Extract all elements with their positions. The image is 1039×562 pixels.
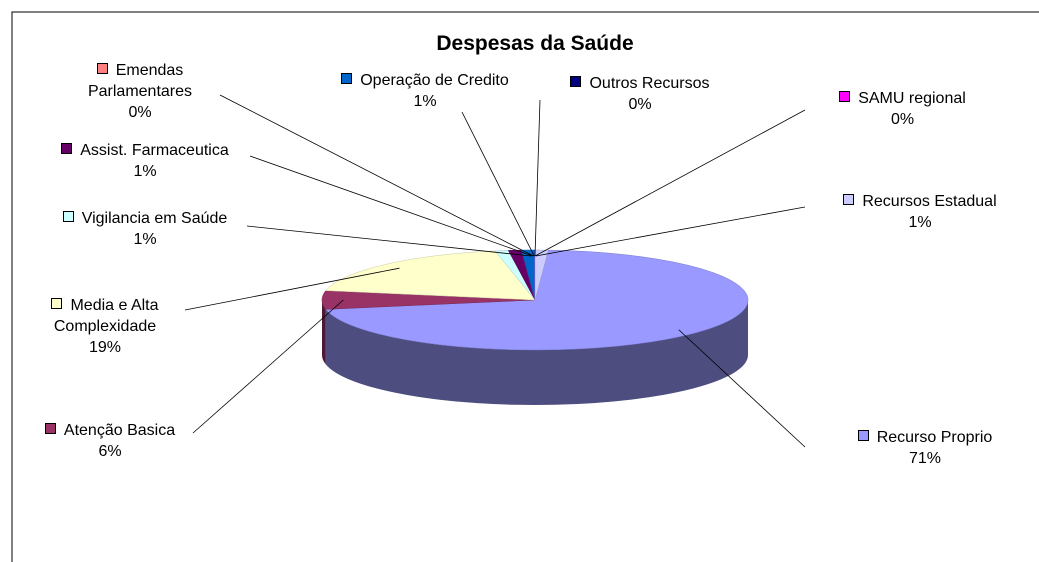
value-label: 1%	[908, 214, 932, 231]
value-label: 1%	[413, 93, 437, 110]
label-swatch	[44, 423, 56, 434]
label-swatch	[341, 73, 353, 84]
label-swatch	[843, 194, 855, 205]
category-label: Operação de Credito	[360, 72, 509, 89]
leader-line	[249, 155, 533, 257]
data-label: Atenção Basica 6%	[20, 420, 200, 462]
label-swatch	[51, 298, 63, 309]
category-label: Vigilancia em Saúde	[81, 210, 228, 227]
value-label: 0%	[628, 96, 652, 113]
data-label: SAMU regional 0%	[815, 88, 990, 130]
label-swatch	[61, 143, 73, 154]
value-label: 1%	[133, 163, 157, 180]
data-label: Recursos Estadual 1%	[815, 191, 1025, 233]
value-label: 6%	[98, 443, 122, 460]
label-swatch	[857, 430, 869, 441]
leader-line	[184, 267, 400, 311]
category-label: Media e Alta Complexidade	[53, 297, 159, 335]
chart-border	[11, 11, 1039, 562]
pie-slice	[325, 250, 536, 301]
leader-line	[535, 206, 806, 257]
data-label: Outros Recursos 0%	[545, 73, 735, 115]
value-label: 19%	[88, 339, 122, 356]
value-label: 0%	[890, 111, 915, 128]
chart-title: Despesas da Saúde	[436, 32, 633, 55]
category-label: Emendas Parlamentares	[87, 62, 193, 100]
leader-line	[219, 94, 534, 257]
label-swatch	[62, 211, 74, 222]
pie-side	[322, 300, 326, 365]
leader-line	[534, 109, 806, 257]
leader-line	[678, 329, 806, 448]
leader-line	[192, 299, 344, 434]
data-label: Recurso Proprio 71%	[825, 427, 1025, 469]
pie-side	[325, 300, 748, 405]
value-label: 0%	[128, 104, 152, 121]
leader-line	[246, 225, 532, 257]
pie-slice	[325, 249, 749, 351]
category-label: Recurso Proprio	[876, 429, 993, 446]
value-label: 1%	[133, 231, 157, 248]
label-swatch	[96, 63, 108, 74]
category-label: Atenção Basica	[63, 422, 176, 439]
category-label: Recursos Estadual	[862, 193, 997, 210]
label-swatch	[839, 91, 851, 102]
data-label: Operação de Credito 1%	[310, 70, 540, 112]
data-label: Emendas Parlamentares 0%	[70, 60, 210, 123]
category-label: Assist. Farmaceutica	[80, 142, 229, 159]
leader-line	[461, 111, 535, 257]
leader-line	[534, 99, 541, 257]
value-label: 71%	[908, 450, 942, 467]
data-label: Assist. Farmaceutica 1%	[30, 140, 260, 182]
label-swatch	[570, 76, 582, 87]
data-label: Media e Alta Complexidade 19%	[30, 295, 180, 358]
category-label: SAMU regional	[858, 90, 966, 107]
category-label: Outros Recursos	[589, 75, 710, 92]
data-label: Vigilancia em Saúde 1%	[30, 208, 260, 250]
